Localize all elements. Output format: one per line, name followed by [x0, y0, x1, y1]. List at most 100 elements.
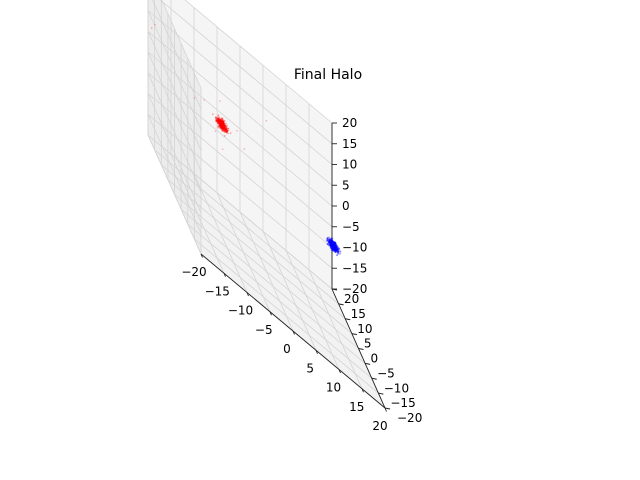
data-point	[328, 241, 331, 244]
data-point	[221, 123, 224, 125]
data-point	[330, 239, 333, 242]
data-point	[335, 248, 338, 251]
data-point	[334, 244, 336, 247]
data-point	[331, 245, 334, 248]
data-point	[219, 120, 222, 123]
data-point	[221, 124, 223, 127]
data-point	[216, 120, 218, 123]
x-tick	[200, 253, 203, 258]
data-point	[220, 120, 223, 123]
data-point	[332, 242, 335, 245]
data-point	[330, 247, 332, 250]
data-point	[221, 123, 224, 126]
data-point	[220, 120, 223, 122]
data-point	[222, 125, 225, 128]
y-tick-label: 10	[357, 322, 372, 336]
outlier-point	[150, 27, 153, 29]
data-point	[220, 125, 223, 128]
data-point	[224, 122, 227, 125]
data-point	[331, 243, 334, 246]
data-point	[330, 244, 333, 246]
data-point	[220, 121, 223, 123]
data-point	[219, 122, 222, 124]
data-point	[332, 246, 334, 249]
data-point	[329, 244, 332, 247]
data-point	[331, 242, 333, 245]
data-point	[337, 250, 339, 253]
y-tick-label: −10	[384, 381, 409, 395]
data-point	[222, 129, 225, 132]
grid-line-z	[152, 0, 333, 145]
data-point	[215, 119, 218, 122]
data-point	[220, 125, 223, 128]
data-point	[222, 130, 224, 133]
data-point	[329, 240, 332, 242]
data-point	[330, 239, 333, 242]
data-point	[329, 239, 332, 242]
data-point	[333, 244, 336, 247]
data-point	[220, 123, 223, 125]
data-point	[218, 122, 221, 124]
data-point	[331, 244, 334, 247]
data-point	[337, 248, 340, 251]
data-point	[222, 128, 225, 131]
data-point	[222, 126, 225, 129]
data-point	[335, 249, 338, 252]
data-point	[332, 240, 335, 243]
data-point	[222, 126, 224, 129]
data-point	[332, 246, 334, 249]
data-point	[216, 119, 219, 122]
x-tick-label: 15	[349, 400, 364, 414]
data-point	[329, 245, 332, 248]
data-point	[219, 121, 222, 124]
data-point	[331, 244, 334, 247]
z-tick-label: 10	[342, 158, 357, 172]
data-point	[220, 124, 223, 126]
data-point	[332, 249, 334, 252]
data-point	[222, 127, 224, 130]
data-point	[336, 251, 339, 254]
data-point	[331, 243, 333, 246]
data-point	[221, 124, 224, 127]
data-point	[330, 242, 333, 245]
data-point	[220, 122, 223, 125]
data-point	[328, 236, 331, 239]
data-point	[326, 236, 329, 239]
data-point	[330, 238, 333, 241]
data-point	[333, 244, 335, 247]
data-point	[333, 248, 336, 250]
data-point	[333, 244, 336, 247]
data-point	[219, 125, 221, 127]
data-point	[220, 120, 223, 123]
data-point	[222, 126, 225, 129]
data-point	[330, 245, 333, 247]
y-tick-label: −20	[397, 411, 422, 425]
data-point	[334, 246, 336, 249]
data-point	[331, 248, 333, 250]
data-point	[219, 125, 222, 127]
data-point	[329, 242, 332, 244]
data-point	[220, 124, 223, 127]
data-point	[221, 124, 224, 127]
data-point	[334, 245, 337, 248]
data-point	[325, 239, 328, 242]
data-point	[219, 122, 222, 125]
data-point	[333, 248, 336, 251]
data-point	[222, 122, 225, 125]
data-point	[332, 242, 335, 245]
data-point	[337, 248, 340, 250]
data-point	[330, 242, 333, 245]
data-point	[332, 245, 334, 248]
data-point	[330, 242, 333, 244]
data-point	[333, 246, 336, 249]
data-point	[222, 127, 225, 130]
data-point	[221, 125, 224, 127]
data-point	[331, 244, 334, 247]
data-point	[330, 243, 333, 246]
data-point	[334, 248, 336, 251]
data-point	[219, 118, 222, 120]
data-point	[222, 127, 225, 130]
data-point	[221, 125, 224, 128]
data-point	[220, 126, 223, 129]
data-point	[332, 243, 334, 246]
